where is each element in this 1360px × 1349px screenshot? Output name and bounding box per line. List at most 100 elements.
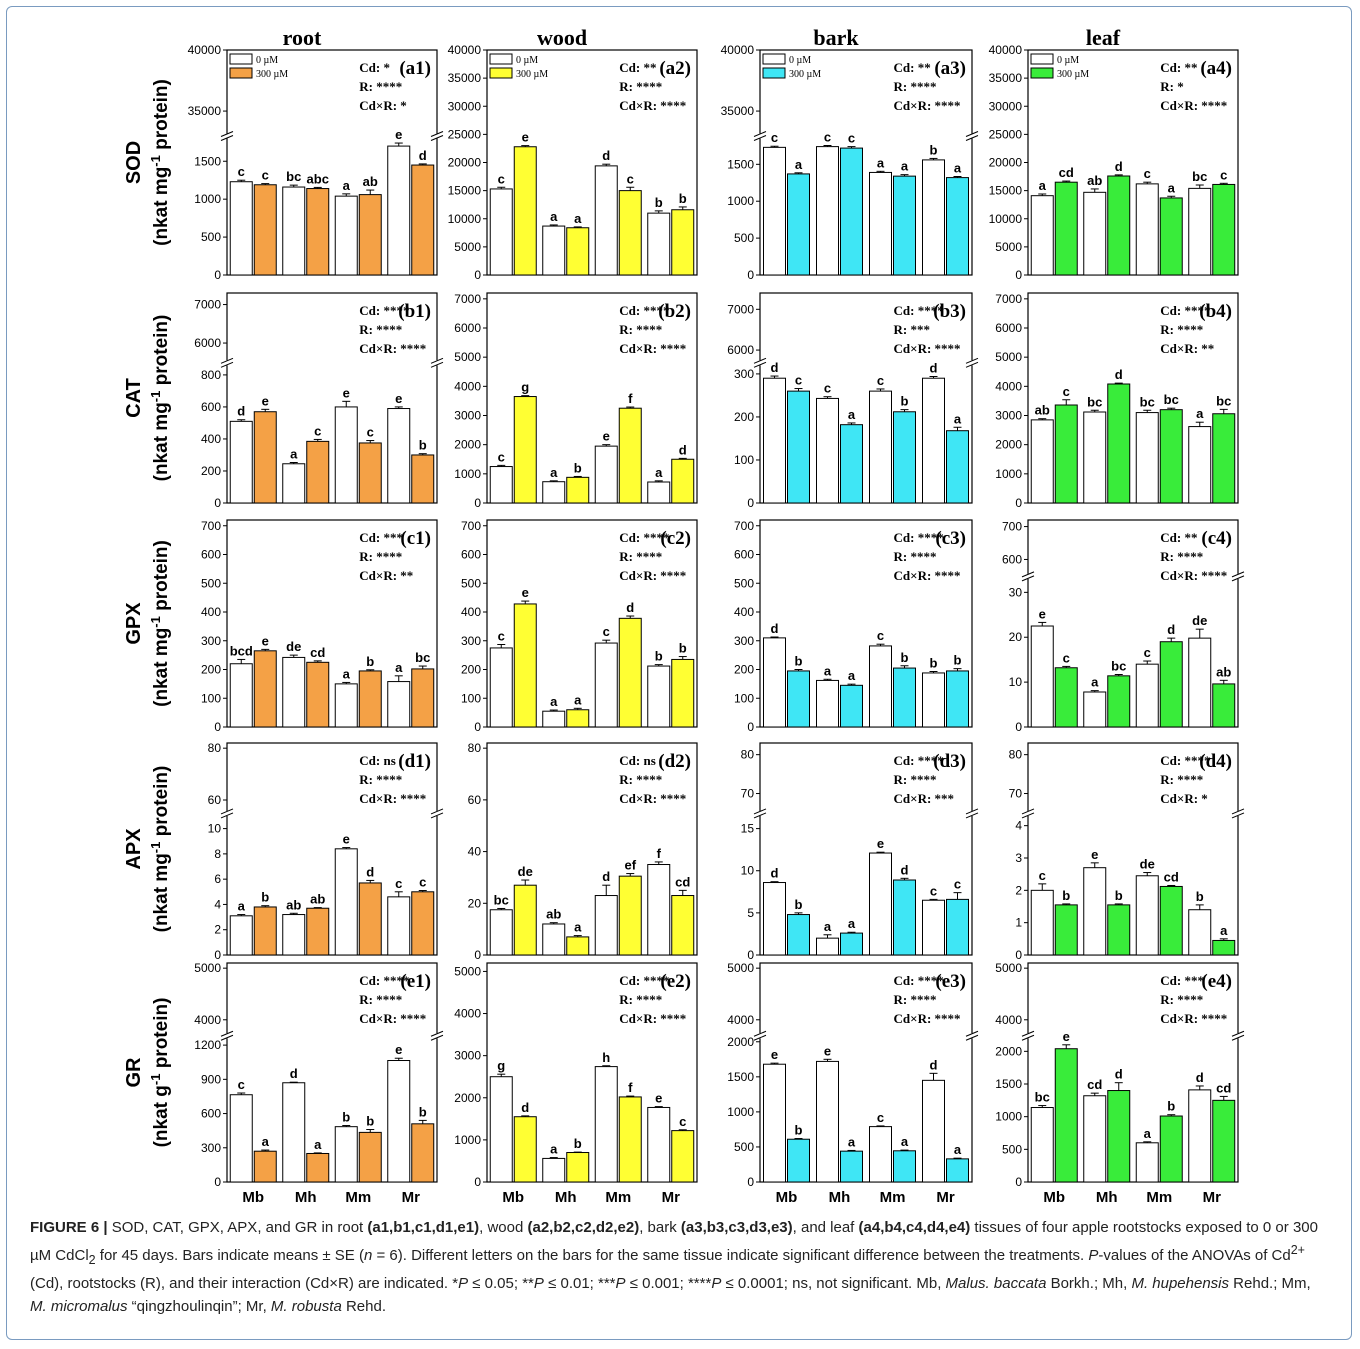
y-tick-label: 1500 [194,154,221,168]
significance-letter: c [679,1114,686,1129]
legend-label: 300 µM [789,69,821,80]
bar-Mm-control [334,406,358,504]
anova-stat: Cd: **** [619,303,669,318]
anova-stat: R: **** [619,322,662,337]
y-tick-label: 70 [1009,787,1023,801]
significance-letter: c [824,130,831,145]
y-tick-label: 6000 [454,321,481,335]
significance-letter: b [1167,1099,1175,1114]
y-tick-label: 1 [1015,916,1022,930]
panel-c3: 0 100 200 300 400 500 600 700 d a c b b a b b (c3)Cd: **… [734,519,973,734]
significance-letter: a [954,411,962,426]
axis-break-mark [1231,808,1245,815]
significance-letter: c [498,628,505,643]
row-label-unit: (nkat mg-1 protein) [148,540,173,707]
anova-stat: Cd×R: **** [619,1011,686,1026]
bar-Mh-cd [1107,175,1131,276]
legend-label: 0 µM [516,55,538,66]
x-tick-label: Mm [605,1189,631,1206]
y-tick-label: 1000 [194,192,221,206]
anova-stat: Cd: **** [894,973,944,988]
y-tick-label: 20 [1009,630,1023,644]
significance-letter: e [1091,847,1098,862]
column-title-bark: bark [813,25,859,50]
y-tick-label: 100 [201,691,221,705]
y-tick-label: 200 [734,663,754,677]
bar-Mb-control [1030,889,1054,956]
y-tick-label: 4000 [194,1013,221,1027]
legend-label: 0 µM [1057,55,1079,66]
anova-stat: Cd: **** [1160,303,1210,318]
bar-Mh-control [542,1157,566,1183]
y-tick-label: 1000 [995,467,1022,481]
y-tick-label: 600 [201,400,221,414]
y-tick-label: 35000 [448,71,482,85]
caption-italic: P [458,1275,469,1292]
significance-letter: cd [1059,165,1074,180]
panel-frame [486,742,698,956]
bar-Mr-control [922,672,945,728]
significance-letter: bc [1111,658,1126,673]
anova-stat: Cd: ns [619,753,656,768]
y-tick-label: 2000 [454,438,481,452]
bar-Mm-control [869,1126,892,1183]
caption-panels-wood: (a2,b2,c2,d2,e2) [527,1219,640,1236]
bar-Mh-cd [566,227,590,276]
bar-Mm-cd [1159,409,1183,504]
unit-superscript: -1 [148,1074,163,1086]
anova-stat: R: **** [894,79,937,94]
significance-letter: c [824,381,831,396]
legend-swatch-control [229,53,253,65]
anova-stat: Cd: **** [359,973,409,988]
y-tick-label: 500 [201,576,221,590]
bar-Mh-control [816,679,839,728]
bar-Mb-cd [513,146,537,276]
y-tick-label: 15000 [448,184,482,198]
axis-break-gap [431,360,443,366]
anova-stat: Cd: **** [1160,753,1210,768]
significance-letter: c [1144,166,1151,181]
caption-text: -values of the ANOVAs of Cd [1098,1247,1291,1264]
bar-Mm-control [594,642,618,728]
significance-letter: e [771,1047,778,1062]
bar-Mr-cd [411,454,435,504]
significance-letter: bc [1035,1090,1050,1105]
bar-Mb-cd [253,411,277,504]
y-tick-label: 0 [747,496,754,510]
y-tick-label: 600 [734,548,754,562]
unit-text: protein) [151,766,172,842]
bar-Mm-cd [893,879,916,956]
bar-Mh-cd [306,1152,330,1183]
axis-break-mark [430,1034,444,1041]
significance-letter: d [237,404,245,419]
bar-Mh-cd [306,188,330,276]
panel-label: (a2) [659,58,691,79]
bar-Mm-control [869,645,892,728]
panel-frame [226,519,438,728]
bar-Mr-control [387,681,411,728]
row-label-enzyme: APX [123,828,145,870]
panel-label: (a1) [399,58,431,79]
significance-letter: a [824,663,832,678]
caption-panels-bark: (a3,b3,c3,d3,e3) [680,1219,793,1236]
y-tick-label: 2000 [995,438,1022,452]
anova-stat: Cd: **** [894,530,944,545]
y-tick-label: 7000 [995,292,1022,306]
significance-letter: a [848,407,856,422]
anova-stat: R: **** [1160,549,1203,564]
caption-text: , bark [639,1219,681,1236]
significance-letter: b [574,1136,582,1151]
caption-text: Rehd.; Mm, [1229,1275,1311,1292]
bar-Mb-control [1030,1107,1054,1183]
bar-Mh-control [1083,191,1107,276]
unit-text: protein) [151,540,172,616]
bar-Mr-control [922,377,945,504]
bar-Mr-control [922,159,945,276]
panel-a4: 0 5000 10000 15000 20000 25000 30000 35000 40000… [989,43,1239,282]
significance-letter: a [343,666,351,681]
panel-label: (a3) [934,58,966,79]
bar-Mh-cd [306,661,330,728]
significance-letter: de [1140,857,1155,872]
axis-break-mark [1231,575,1245,582]
axis-break-gap [221,1033,233,1039]
